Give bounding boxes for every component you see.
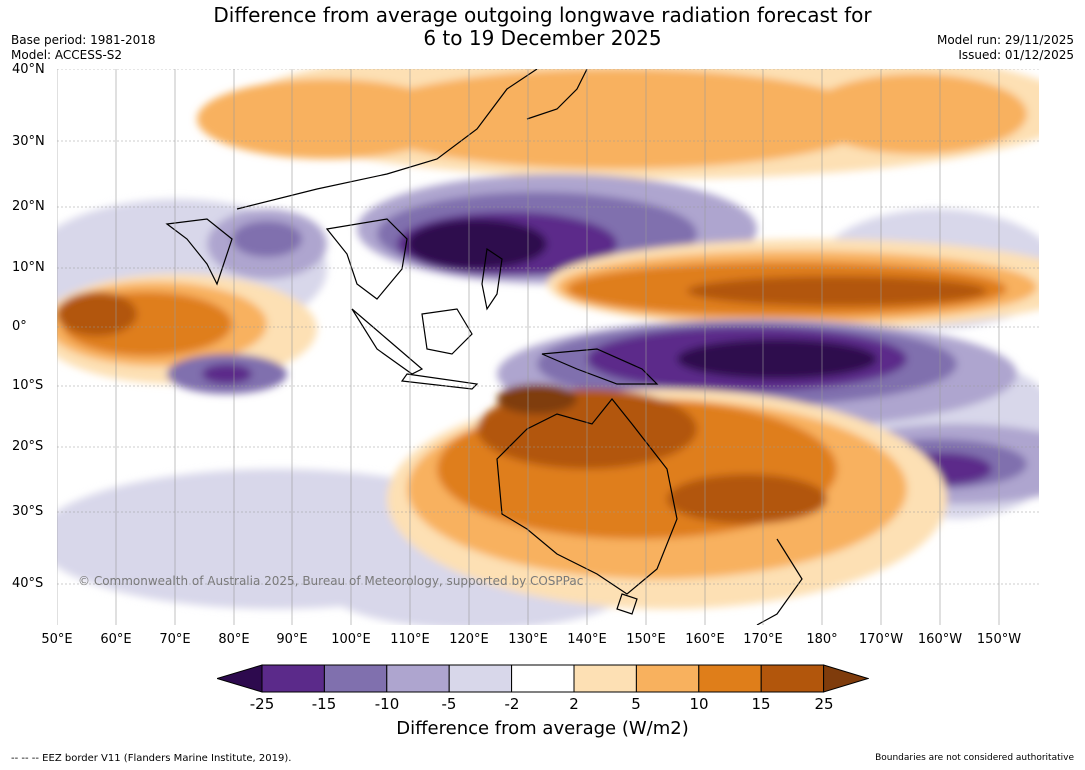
boundary-disclaimer: Boundaries are not considered authoritat… <box>875 753 1074 763</box>
lat-label: 40°S <box>12 576 44 591</box>
colorbar-tick: 15 <box>751 695 771 713</box>
lon-label: 120°E <box>449 632 489 647</box>
anomaly-pos-5-northwest <box>197 79 457 159</box>
lon-label: 170°W <box>858 632 904 647</box>
anomaly-neg-15-sw-indian <box>202 364 252 384</box>
colorbar-segment <box>760 664 825 693</box>
lon-label: 160°W <box>917 632 963 647</box>
colorbar-tick: 5 <box>631 695 641 713</box>
colorbar-segment <box>511 664 575 693</box>
anomaly-pos-5-north <box>357 69 877 169</box>
olr-anomaly-map <box>57 69 1039 625</box>
lon-label: 90°E <box>276 632 308 647</box>
lon-label: 150°W <box>976 632 1022 647</box>
colorbar-segment <box>261 664 325 693</box>
colorbar-tick: -25 <box>249 695 275 713</box>
anomaly-pos-15-npac <box>687 276 987 306</box>
anomaly-neg-25-philippines <box>407 219 547 269</box>
coastline-new-zealand <box>756 538 803 625</box>
colorbar-label: Difference from average (W/m2) <box>396 718 689 739</box>
lat-label: 10°N <box>12 260 45 275</box>
lat-label: 30°S <box>12 504 44 519</box>
colorbar-tick: 2 <box>569 695 579 713</box>
colorbar-segment <box>323 664 388 693</box>
eez-legend: -- -- -- EEZ border V11 (Flanders Marine… <box>11 753 292 764</box>
model-name: Model: ACCESS-S2 <box>11 48 123 62</box>
anomaly-pos-15-tasman <box>667 474 827 524</box>
lon-label: 110°E <box>390 632 430 647</box>
issued-date: Issued: 01/12/2025 <box>958 48 1074 62</box>
title-line-1: Difference from average outgoing longwav… <box>213 3 872 27</box>
coastline-australia <box>496 398 678 595</box>
colorbar-tick: 25 <box>814 695 834 713</box>
colorbar-tick: 10 <box>689 695 709 713</box>
model-run: Model run: 29/11/2025 <box>936 33 1074 47</box>
colorbar-segment <box>386 664 450 693</box>
coastline-philippines <box>481 247 503 311</box>
lat-label: 30°N <box>12 134 45 149</box>
anomaly-pos-5-northeast <box>807 74 1027 154</box>
anomaly-field <box>57 69 1039 625</box>
colorbar-segment <box>448 664 513 693</box>
coastline-new-guinea <box>541 348 659 385</box>
meta-right: Model run: 29/11/2025 Issued: 01/12/2025 <box>937 33 1074 63</box>
anomaly-pos-25-australia <box>497 384 577 414</box>
lat-label: 0° <box>12 319 27 334</box>
coastline-tasmania <box>616 593 638 615</box>
colorbar-segment-min <box>215 664 263 693</box>
coastline-java <box>400 373 479 390</box>
copyright-notice: © Commonwealth of Australia 2025, Bureau… <box>78 574 584 588</box>
lat-label: 20°N <box>12 199 45 214</box>
colorbar-segment <box>698 664 762 693</box>
lon-label: 180° <box>806 632 838 647</box>
lon-label: 60°E <box>100 632 132 647</box>
lat-label: 20°S <box>12 439 44 454</box>
lat-label: 40°N <box>12 62 45 77</box>
lon-label: 150°E <box>626 632 666 647</box>
coastlines <box>165 69 803 625</box>
coastline-india <box>165 218 233 286</box>
lon-label: 160°E <box>685 632 725 647</box>
coastline-sumatra <box>351 308 424 375</box>
colorbar-tick: -5 <box>441 695 457 713</box>
graticule <box>57 69 1039 625</box>
anomaly-neg-25-epac <box>677 339 877 379</box>
lon-label: 140°E <box>567 632 607 647</box>
lon-label: 170°E <box>743 632 783 647</box>
base-period: Base period: 1981-2018 <box>11 33 156 47</box>
colorbar-segment <box>573 664 637 693</box>
lat-label: 10°S <box>12 378 44 393</box>
colorbar-segment <box>635 664 700 693</box>
coastline-borneo <box>421 308 473 355</box>
title-line-2: 6 to 19 December 2025 <box>423 26 662 50</box>
colorbar-tick: -15 <box>311 695 337 713</box>
lon-label: 50°E <box>41 632 73 647</box>
lon-label: 70°E <box>159 632 191 647</box>
meta-left: Base period: 1981-2018 Model: ACCESS-S2 <box>11 33 156 63</box>
anomaly-pos-15-indian <box>57 292 137 336</box>
coastline-japan <box>526 69 588 120</box>
coastline-indochina <box>325 218 408 300</box>
lon-label: 100°E <box>331 632 371 647</box>
coastline-asia-north <box>236 69 538 210</box>
lon-label: 130°E <box>508 632 548 647</box>
colorbar <box>215 664 870 698</box>
colorbar-tick: -10 <box>374 695 400 713</box>
colorbar-tick: -2 <box>504 695 520 713</box>
anomaly-neg-10-bay-bengal <box>232 221 302 257</box>
chart-title: Difference from average outgoing longwav… <box>0 4 1085 50</box>
colorbar-segment-max <box>823 664 870 693</box>
lon-label: 80°E <box>218 632 250 647</box>
